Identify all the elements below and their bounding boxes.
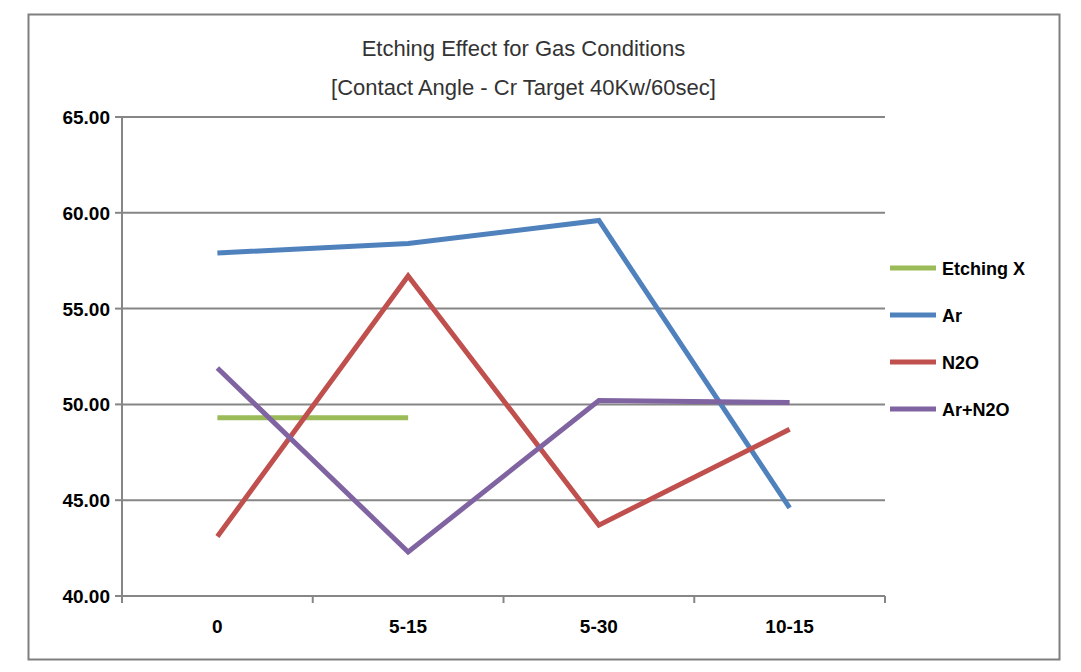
grid-line bbox=[122, 116, 885, 118]
y-tick-mark bbox=[115, 116, 122, 118]
subtitle: [Contact Angle - Cr Target 40Kw/60sec] bbox=[331, 75, 716, 100]
x-tick-label: 10-15 bbox=[765, 616, 814, 637]
y-tick-label: 50.00 bbox=[62, 394, 110, 415]
y-tick-label: 60.00 bbox=[62, 203, 110, 224]
x-tick-mark bbox=[884, 596, 886, 603]
chart: Etching Effect for Gas Conditions [Contac… bbox=[0, 0, 1081, 672]
x-tick-label: 5-15 bbox=[389, 616, 427, 637]
x-tick-mark bbox=[503, 596, 505, 603]
y-tick-label: 45.00 bbox=[62, 490, 110, 511]
legend-swatch bbox=[890, 266, 936, 271]
legend-label: Ar bbox=[942, 306, 962, 326]
y-axis bbox=[121, 117, 123, 596]
series-line bbox=[217, 220, 789, 507]
y-tick-mark bbox=[115, 499, 122, 501]
series-line bbox=[217, 368, 789, 552]
grid-line bbox=[122, 499, 885, 501]
y-tick-mark bbox=[115, 212, 122, 214]
grid-line bbox=[122, 308, 885, 310]
x-tick-label: 5-30 bbox=[580, 616, 618, 637]
x-tick-mark bbox=[121, 596, 123, 603]
y-tick-label: 55.00 bbox=[62, 299, 110, 320]
x-tick-label: 0 bbox=[212, 616, 223, 637]
chart-frame bbox=[29, 15, 1060, 660]
series-line bbox=[217, 415, 408, 420]
legend-label: N2O bbox=[942, 353, 979, 373]
y-tick-mark bbox=[115, 403, 122, 405]
series-line bbox=[217, 276, 789, 537]
series-group bbox=[217, 220, 789, 551]
legend-swatch bbox=[890, 407, 936, 412]
grid-line bbox=[122, 212, 885, 214]
y-tick-label: 65.00 bbox=[62, 107, 110, 128]
y-tick-label: 40.00 bbox=[62, 586, 110, 607]
legend-swatch bbox=[890, 360, 936, 365]
x-tick-mark bbox=[693, 596, 695, 603]
y-tick-mark bbox=[115, 595, 122, 597]
legend-label: Ar+N2O bbox=[942, 400, 1010, 420]
x-tick-mark bbox=[312, 596, 314, 603]
legend-label: Etching X bbox=[942, 259, 1025, 279]
y-tick-mark bbox=[115, 308, 122, 310]
title: Etching Effect for Gas Conditions bbox=[362, 36, 686, 61]
legend-swatch bbox=[890, 313, 936, 318]
